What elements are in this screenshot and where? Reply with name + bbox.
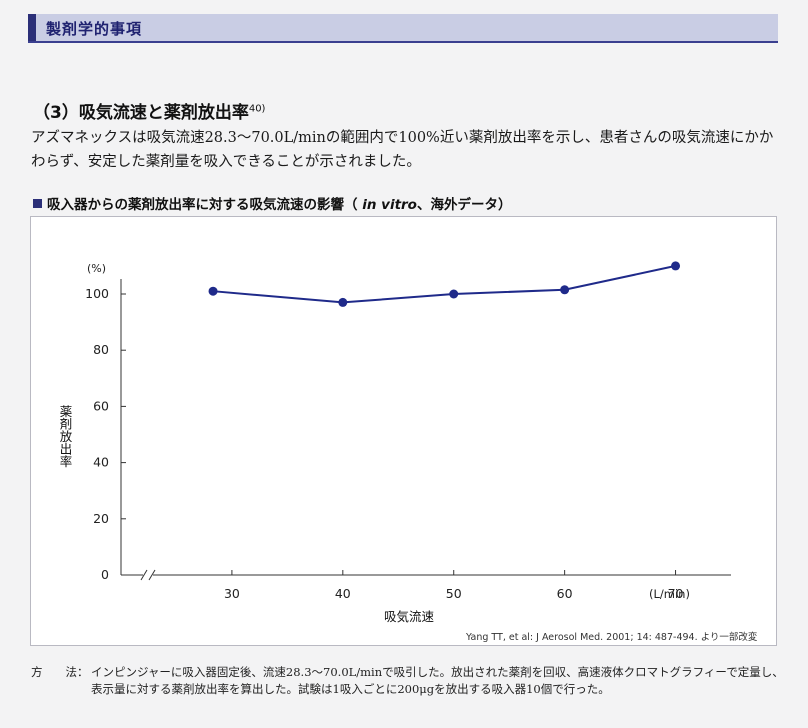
- method-text: インピンジャーに吸入器固定後、流速28.3〜70.0L/minで吸引した。放出さ…: [91, 665, 784, 696]
- x-tick-label: 40: [335, 586, 351, 601]
- chart-ticks: 0 20 40 60 80 100 30 40 50 60 70: [85, 286, 683, 601]
- chart-caption-suffix: 、海外データ）: [416, 197, 512, 213]
- chart-caption: 吸入器からの薬剤放出率に対する吸気流速の影響（ in vitro、海外データ）: [33, 193, 511, 213]
- axis-break-mark-2: [148, 569, 156, 581]
- x-unit-label: (L/min): [649, 587, 690, 601]
- method-label: 方 法：: [31, 665, 89, 679]
- section-heading: （3）吸気流速と薬剤放出率40): [33, 98, 265, 123]
- data-point: [208, 286, 218, 296]
- x-tick-label: 70: [668, 586, 684, 601]
- y-tick-label: 20: [93, 511, 109, 526]
- y-tick-label: 100: [85, 286, 109, 301]
- reference-mark: 40): [248, 103, 266, 115]
- section-body: アズマネックスは吸気流速28.3〜70.0L/minの範囲内で100%近い薬剤放…: [31, 130, 774, 170]
- x-tick-label: 60: [557, 586, 573, 601]
- section-heading-text: （3）吸気流速と薬剤放出率: [33, 103, 249, 123]
- x-tick-label: 50: [446, 586, 462, 601]
- caption-square-icon: [33, 199, 42, 208]
- y-axis-title: 薬剤放出率: [58, 405, 73, 468]
- y-tick-label: 40: [93, 455, 109, 470]
- data-point: [671, 261, 681, 271]
- chart-series: [208, 261, 681, 307]
- chart-panel: 0 20 40 60 80 100 30 40 50 60 70 (%) (L/min) 吸気流速 …: [30, 216, 777, 646]
- x-tick-label: 30: [224, 586, 240, 601]
- y-tick-label: 60: [93, 398, 109, 413]
- y-tick-label: 0: [101, 567, 109, 582]
- page-title: 製剤学的事項: [46, 20, 143, 38]
- chart-caption-italic: in vitro: [357, 197, 417, 213]
- x-axis-title: 吸気流速: [384, 609, 435, 624]
- source-citation: Yang TT, et al: J Aerosol Med. 2001; 14:…: [466, 632, 758, 643]
- y-unit-label: (%): [87, 262, 106, 275]
- chart-axes: [120, 279, 731, 581]
- axis-break-mark-1: [140, 569, 148, 581]
- series-line: [212, 264, 676, 304]
- data-point: [338, 297, 348, 307]
- data-point: [449, 289, 459, 299]
- chart-caption-prefix: 吸入器からの薬剤放出率に対する吸気流速の影響（: [47, 197, 358, 213]
- header-band: 製剤学的事項: [28, 14, 778, 43]
- header-mark: [28, 14, 36, 41]
- data-point: [560, 285, 570, 295]
- y-tick-label: 80: [93, 342, 109, 357]
